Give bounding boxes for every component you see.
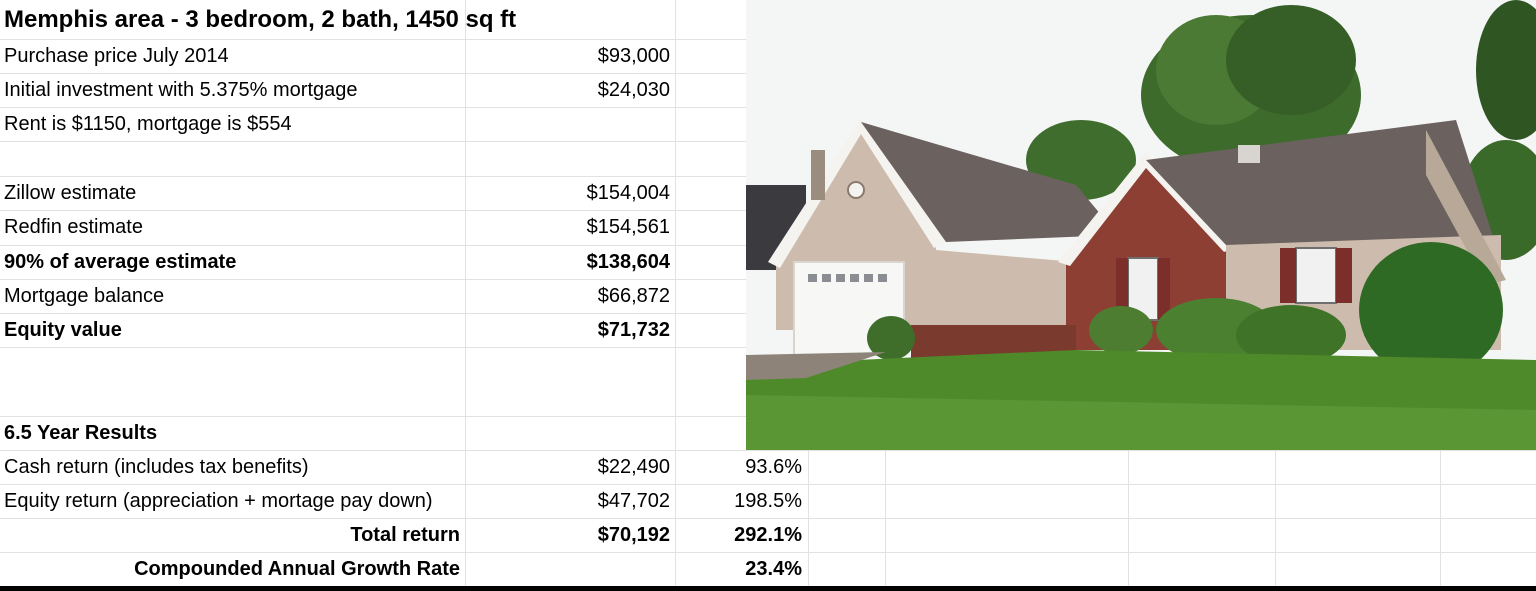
total-return-label: Total return (350, 524, 460, 546)
row-redfin-label: Redfin estimate (4, 216, 143, 238)
row-investment-value: $24,030 (597, 79, 670, 101)
row-purchase-value: $93,000 (597, 45, 670, 67)
lawn-foreground (746, 395, 1536, 450)
row-purchase-label: Purchase price July 2014 (4, 45, 229, 67)
row-line (0, 450, 1536, 451)
row-average-label: 90% of average estimate (4, 251, 237, 273)
row-redfin-value: $154,561 (586, 216, 670, 238)
house-photo (746, 0, 1536, 450)
row-average-value: $138,604 (586, 251, 670, 273)
total-return-value: $70,192 (597, 524, 670, 546)
row-rent-label: Rent is $1150, mortgage is $554 (4, 113, 292, 135)
cagr-label: Compounded Annual Growth Rate (134, 558, 460, 580)
sheet-title: Memphis area - 3 bedroom, 2 bath, 1450 s… (4, 6, 517, 33)
equity-return-pct: 198.5% (734, 490, 802, 512)
equity-return-label: Equity return (appreciation + mortage pa… (4, 490, 433, 512)
cash-return-label: Cash return (includes tax benefits) (4, 456, 309, 478)
column-line-b (675, 0, 676, 586)
row-zillow-label: Zillow estimate (4, 182, 137, 204)
house-photo-svg (746, 0, 1536, 450)
equity-return-value: $47,702 (597, 490, 670, 512)
row-zillow-value: $154,004 (586, 182, 670, 204)
bottom-border (0, 586, 1536, 591)
row-equity-value: $71,732 (597, 319, 670, 341)
row-mortgage-value: $66,872 (597, 285, 670, 307)
results-heading: 6.5 Year Results (4, 422, 158, 444)
cash-return-pct: 93.6% (745, 456, 802, 478)
shrubs (867, 242, 1503, 378)
driveway (746, 352, 886, 380)
row-investment-label: Initial investment with 5.375% mortgage (4, 79, 358, 101)
cash-return-value: $22,490 (597, 456, 670, 478)
cagr-pct: 23.4% (745, 558, 802, 580)
column-line-a (465, 0, 466, 586)
row-line (0, 552, 1536, 553)
row-line (0, 484, 1536, 485)
row-equity-label: Equity value (4, 319, 122, 341)
row-line (0, 518, 1536, 519)
total-return-pct: 292.1% (734, 524, 802, 546)
row-mortgage-label: Mortgage balance (4, 285, 165, 307)
